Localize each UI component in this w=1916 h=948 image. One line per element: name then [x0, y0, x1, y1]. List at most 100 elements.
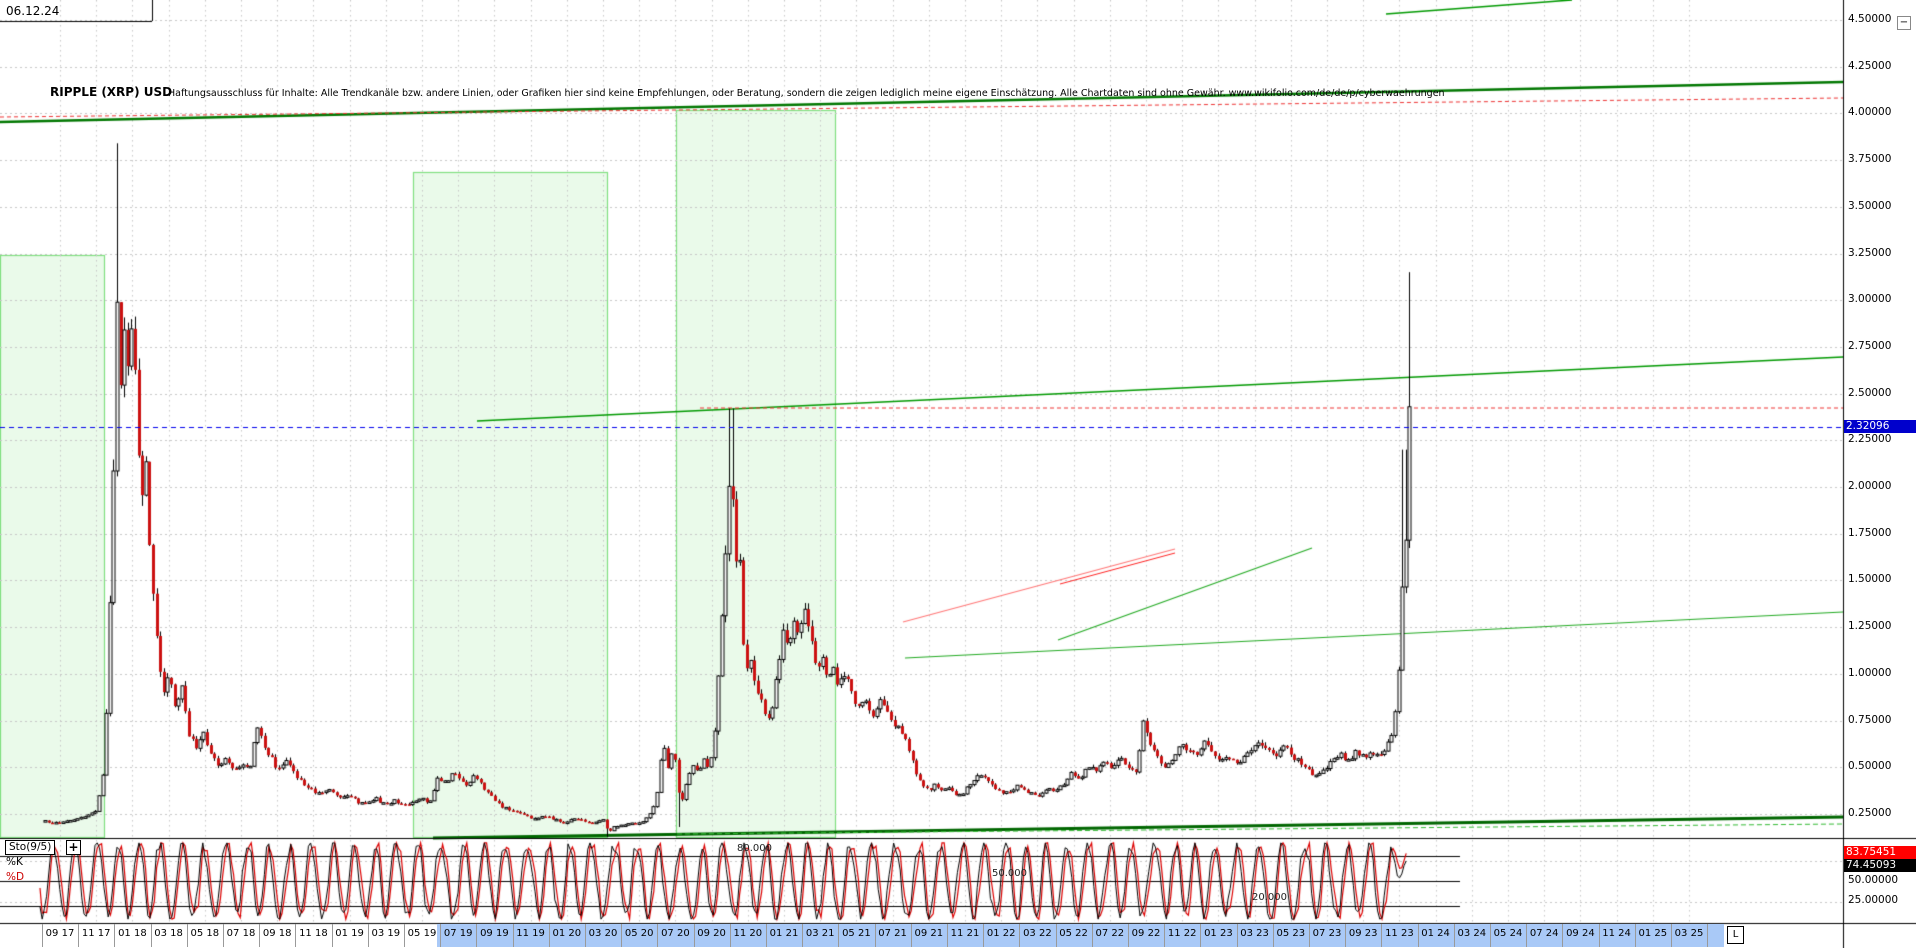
date-tick [1345, 924, 1346, 947]
date-tick [1418, 924, 1419, 947]
x-axis-date-label: 09 20 [697, 928, 726, 939]
y-axis-label: 3.50000 [1848, 199, 1892, 212]
y-axis-label: 0.25000 [1848, 806, 1892, 819]
y-axis-label: 2.75000 [1848, 339, 1892, 352]
date-tick [114, 924, 115, 947]
collapse-button[interactable]: − [1897, 16, 1911, 30]
x-axis-date-label: 03 23 [1240, 928, 1269, 939]
date-tick [766, 924, 767, 947]
date-tick [1671, 924, 1672, 947]
date-tick [1309, 924, 1310, 947]
date-tick [223, 924, 224, 947]
y-axis-label: 0.50000 [1848, 760, 1892, 773]
x-axis-date-label: 07 22 [1095, 928, 1125, 939]
disclaimer-text: Haftungsausschluss für Inhalte: Alle Tre… [168, 88, 1445, 99]
x-axis-date-label: 03 21 [805, 928, 835, 939]
date-tick [621, 924, 622, 947]
x-axis-date-label: 01 23 [1204, 928, 1233, 939]
x-axis-date-label: 11 17 [81, 928, 111, 939]
x-axis-date-label: 03 25 [1674, 928, 1704, 939]
x-axis-date-label: 11 22 [1167, 928, 1197, 939]
date-tick [585, 924, 586, 947]
oscillator-level-label-50: 50.000 [992, 868, 1027, 879]
x-axis-date-label: 09 22 [1131, 928, 1161, 939]
x-axis-date-label: 03 18 [154, 928, 183, 939]
date-tick [440, 924, 441, 947]
y-axis-label: 1.00000 [1848, 666, 1892, 679]
y-axis-label: 4.50000 [1848, 13, 1892, 25]
oscillator-level-label-20: 20.000 [1252, 892, 1287, 903]
date-tick [1056, 924, 1057, 947]
x-axis-date-label: 11 19 [516, 928, 545, 939]
x-axis-date-label: 03 19 [371, 928, 401, 939]
x-axis-date-label: 09 24 [1566, 928, 1595, 939]
add-indicator-button[interactable]: + [66, 840, 81, 855]
y-axis-label: 2.25000 [1848, 433, 1892, 446]
oscillator-scale-label: 50.00000 [1848, 874, 1899, 886]
x-axis-date-label: 11 21 [950, 928, 980, 939]
x-axis-date-label: 07 18 [226, 928, 256, 939]
date-tick [694, 924, 695, 947]
date-tick [1599, 924, 1600, 947]
chart-date-label: 06.12.24 [6, 4, 60, 18]
date-tick [1128, 924, 1129, 947]
x-axis-date-label: 05 23 [1276, 928, 1306, 939]
x-axis-date-label: 05 24 [1493, 928, 1523, 939]
date-tick [983, 924, 984, 947]
x-axis-date-label: 03 20 [588, 928, 618, 939]
y-axis-label: 1.25000 [1848, 620, 1892, 633]
date-tick [947, 924, 948, 947]
date-tick [730, 924, 731, 947]
date-tick [875, 924, 876, 947]
x-axis-date-label: 05 22 [1059, 928, 1088, 939]
y-axis-label: 4.25000 [1848, 59, 1892, 72]
date-tick [151, 924, 152, 947]
date-tick [1381, 924, 1382, 947]
date-tick [911, 924, 912, 947]
chart-title: RIPPLE (XRP) USD [50, 85, 173, 99]
x-axis-date-label: 03 22 [1023, 928, 1052, 939]
x-axis-date-label: 07 20 [661, 928, 690, 939]
x-axis-date-label: 01 21 [769, 928, 799, 939]
date-tick [657, 924, 658, 947]
oscillator-level-label-80: 80.000 [737, 843, 772, 854]
stochastic-indicator-label[interactable]: Sto(9/5) [5, 840, 56, 855]
x-axis-date-label: 11 23 [1385, 928, 1414, 939]
date-axis-highlight [437, 924, 1724, 947]
stochastic-d-legend: %D [6, 871, 25, 883]
date-tick [1200, 924, 1201, 947]
date-tick [259, 924, 260, 947]
x-axis-date-label: 09 17 [45, 928, 75, 939]
date-tick [476, 924, 477, 947]
y-axis-label: 1.75000 [1848, 526, 1892, 539]
y-axis-label: 4.00000 [1848, 106, 1892, 119]
y-axis-label: 3.75000 [1848, 153, 1892, 166]
date-tick [1092, 924, 1093, 947]
x-axis-date-label: 03 24 [1457, 928, 1487, 939]
date-axis: 09 17 11 17 01 18 03 18 05 18 07 18 09 18 11 18… [0, 924, 1843, 948]
current-price-tag: 2.32096 [1844, 420, 1916, 433]
x-axis-date-label: 05 18 [190, 928, 220, 939]
x-axis-date-label: 01 19 [335, 928, 364, 939]
y-axis-label: 2.50000 [1848, 386, 1892, 399]
date-tick [802, 924, 803, 947]
x-axis-date-label: 07 19 [443, 928, 473, 939]
x-axis-date-label: 11 20 [733, 928, 763, 939]
x-axis-date-label: 05 20 [624, 928, 654, 939]
date-tick [1237, 924, 1238, 947]
oscillator-scale-label: 25.00000 [1848, 894, 1899, 906]
x-axis-date-label: 09 19 [480, 928, 509, 939]
y-axis-label: 1.50000 [1848, 573, 1892, 586]
date-tick [42, 924, 43, 947]
linear-scale-button[interactable]: L [1727, 926, 1744, 944]
date-tick [404, 924, 405, 947]
x-axis-date-label: 07 23 [1312, 928, 1342, 939]
date-tick [1526, 924, 1527, 947]
x-axis-date-label: 09 21 [914, 928, 944, 939]
date-tick [513, 924, 514, 947]
x-axis-date-label: 05 21 [842, 928, 871, 939]
date-tick [187, 924, 188, 947]
x-axis-date-label: 05 19 [407, 928, 437, 939]
